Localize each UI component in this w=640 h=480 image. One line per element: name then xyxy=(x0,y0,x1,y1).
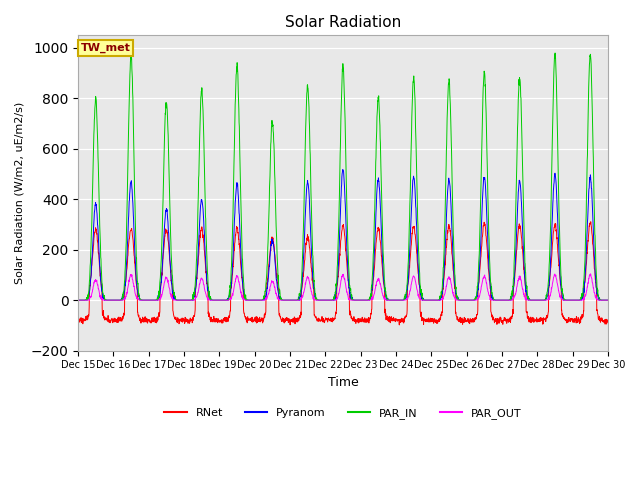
Line: Pyranom: Pyranom xyxy=(78,169,608,300)
Pyranom xyxy=(339,167,347,172)
PAR_IN xyxy=(74,297,82,303)
Line: PAR_IN: PAR_IN xyxy=(78,53,608,300)
PAR_OUT xyxy=(497,297,504,303)
PAR_IN xyxy=(572,297,580,303)
RNet xyxy=(396,322,403,328)
Line: PAR_OUT: PAR_OUT xyxy=(78,274,608,300)
RNet xyxy=(358,316,366,322)
Text: TW_met: TW_met xyxy=(81,43,131,53)
Pyranom xyxy=(74,297,82,303)
X-axis label: Time: Time xyxy=(328,376,358,389)
PAR_OUT xyxy=(587,271,595,277)
Pyranom xyxy=(572,297,580,303)
RNet xyxy=(604,319,612,324)
PAR_IN xyxy=(222,297,230,303)
PAR_IN xyxy=(497,297,504,303)
Pyranom xyxy=(370,261,378,266)
PAR_OUT xyxy=(370,293,378,299)
Pyranom xyxy=(222,297,230,303)
Pyranom xyxy=(497,297,505,303)
PAR_IN xyxy=(370,249,378,255)
RNet xyxy=(557,284,565,290)
PAR_OUT xyxy=(572,297,579,303)
Pyranom xyxy=(604,297,612,303)
RNet xyxy=(497,315,505,321)
PAR_OUT xyxy=(604,297,612,303)
PAR_IN xyxy=(551,50,559,56)
Pyranom xyxy=(557,286,565,292)
RNet xyxy=(587,219,595,225)
PAR_IN xyxy=(358,297,366,303)
Y-axis label: Solar Radiation (W/m2, uE/m2/s): Solar Radiation (W/m2, uE/m2/s) xyxy=(15,102,25,284)
RNet xyxy=(74,319,82,324)
PAR_OUT xyxy=(358,297,366,303)
PAR_IN xyxy=(604,297,612,303)
RNet xyxy=(572,316,580,322)
Title: Solar Radiation: Solar Radiation xyxy=(285,15,401,30)
PAR_OUT xyxy=(222,297,230,303)
PAR_OUT xyxy=(74,297,82,303)
RNet xyxy=(222,317,230,323)
Line: RNet: RNet xyxy=(78,222,608,325)
Legend: RNet, Pyranom, PAR_IN, PAR_OUT: RNet, Pyranom, PAR_IN, PAR_OUT xyxy=(160,404,526,423)
Pyranom xyxy=(358,297,366,303)
PAR_OUT xyxy=(557,295,564,300)
RNet xyxy=(370,274,378,280)
PAR_IN xyxy=(557,274,565,280)
